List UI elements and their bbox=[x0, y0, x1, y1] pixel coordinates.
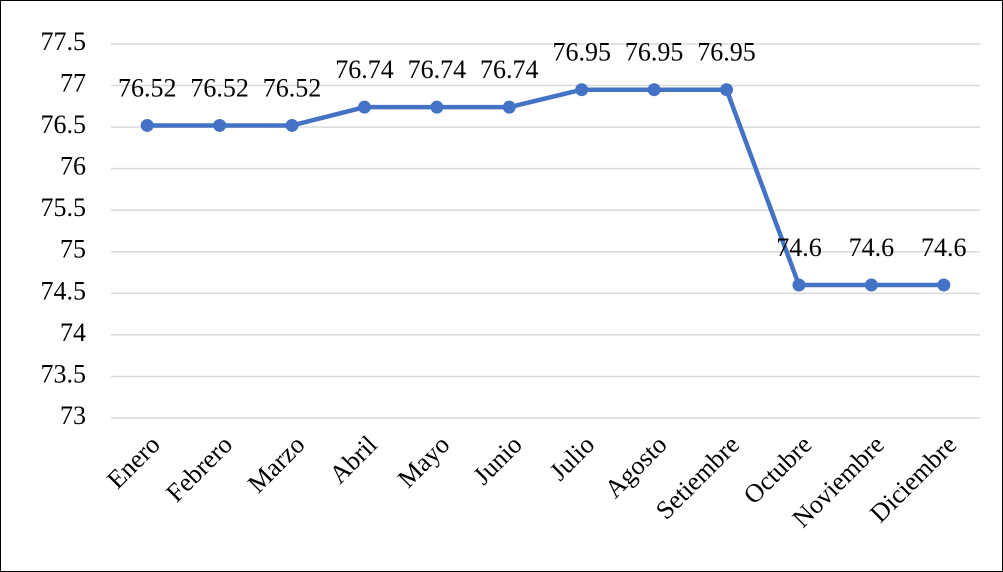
y-tick-label: 73.5 bbox=[41, 359, 87, 388]
data-point bbox=[792, 278, 806, 292]
data-point bbox=[864, 278, 878, 292]
y-tick-label: 75.5 bbox=[41, 193, 87, 222]
y-tick-label: 74.5 bbox=[41, 276, 87, 305]
data-point bbox=[213, 118, 227, 132]
data-label: 74.6 bbox=[776, 233, 822, 262]
data-label: 76.95 bbox=[552, 38, 611, 67]
data-point bbox=[140, 118, 154, 132]
data-label: 76.95 bbox=[697, 38, 756, 67]
data-point bbox=[937, 278, 951, 292]
data-label: 74.6 bbox=[849, 233, 895, 262]
y-tick-label: 73 bbox=[60, 401, 86, 430]
data-point bbox=[357, 100, 371, 114]
data-label: 76.52 bbox=[118, 73, 177, 102]
data-label: 76.52 bbox=[263, 73, 322, 102]
data-point bbox=[285, 118, 299, 132]
data-point bbox=[502, 100, 516, 114]
data-label: 74.6 bbox=[921, 233, 967, 262]
y-tick-label: 77 bbox=[60, 69, 86, 98]
y-tick-label: 77.5 bbox=[41, 27, 87, 56]
y-tick-label: 75 bbox=[60, 235, 86, 264]
y-tick-label: 76.5 bbox=[41, 110, 87, 139]
data-label: 76.74 bbox=[335, 55, 394, 84]
y-tick-label: 76 bbox=[60, 152, 86, 181]
data-point bbox=[647, 83, 661, 97]
data-point bbox=[720, 83, 734, 97]
data-line bbox=[147, 87, 944, 288]
y-tick-label: 74 bbox=[60, 318, 86, 347]
data-point bbox=[430, 100, 444, 114]
data-label: 76.74 bbox=[408, 55, 467, 84]
data-label: 76.95 bbox=[625, 38, 684, 67]
data-label: 76.74 bbox=[480, 55, 539, 84]
data-point bbox=[575, 83, 589, 97]
data-label: 76.52 bbox=[190, 73, 249, 102]
